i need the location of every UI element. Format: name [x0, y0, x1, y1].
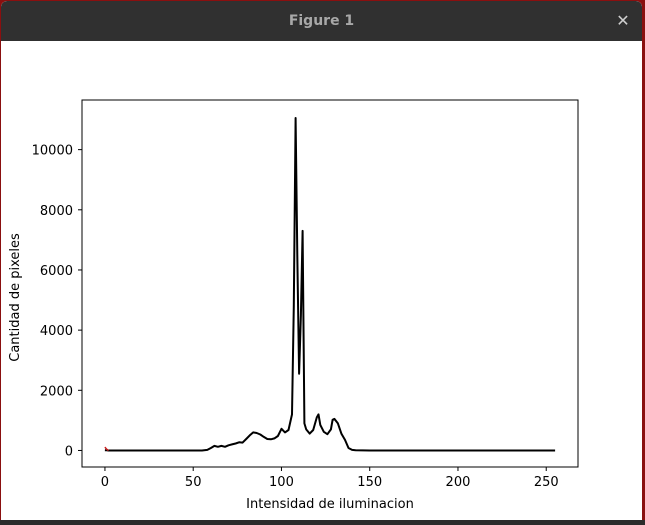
x-tick-label: 150 — [357, 475, 382, 490]
y-tick-label: 4000 — [40, 324, 73, 339]
x-tick-label: 50 — [185, 475, 202, 490]
y-tick-label: 2000 — [40, 384, 73, 399]
y-tick-label: 0 — [65, 444, 73, 459]
window-bottom-edge — [0, 520, 645, 525]
x-tick-label: 100 — [269, 475, 294, 490]
close-icon[interactable]: ✕ — [616, 11, 630, 30]
series-line-1 — [104, 117, 556, 452]
title-bar[interactable]: Figure 1 ✕ — [1, 1, 642, 41]
x-tick-label: 200 — [446, 475, 471, 490]
window-title: Figure 1 — [288, 13, 355, 29]
y-tick-label: 10000 — [32, 144, 73, 159]
figure-canvas: 0 50 100 150 200 250 0 2000 4000 6000 8000 10000 Int… — [1, 41, 642, 520]
x-tick-label: 250 — [534, 475, 559, 490]
x-axis-label: Intensidad de iluminacion — [246, 497, 414, 512]
axes-frame — [81, 99, 579, 468]
y-tick-label: 6000 — [40, 264, 73, 279]
x-tick-label: 0 — [101, 475, 109, 490]
y-axis-label: Cantidad de pixeles — [8, 233, 23, 362]
series-line-2 — [104, 446, 109, 452]
y-tick-label: 8000 — [40, 204, 73, 219]
chart-svg: 0 50 100 150 200 250 0 2000 4000 6000 8000 10000 Int… — [8, 99, 579, 512]
